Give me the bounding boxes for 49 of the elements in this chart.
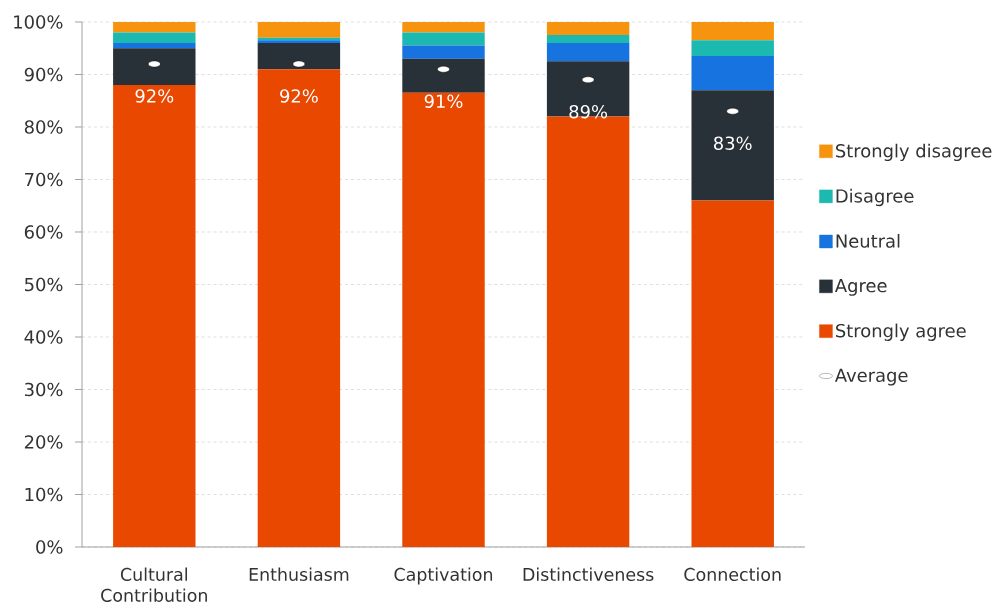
x-tick-label: Cultural Contribution: [101, 567, 207, 602]
bar: [691, 200, 774, 547]
bar: [546, 42, 630, 62]
x-tick-label: Captivation: [394, 567, 493, 585]
bar: [402, 92, 485, 547]
data-label: 89%: [569, 104, 608, 119]
x-tick-label: Connection: [684, 567, 781, 582]
y-tick-label: 70%: [25, 172, 63, 187]
bar: [257, 42, 341, 70]
bar: [546, 61, 630, 117]
y-tick-label: 90%: [24, 67, 63, 82]
y-tick-label: 10%: [25, 487, 63, 502]
bar: [113, 48, 196, 85]
bar: [691, 40, 774, 57]
y-tick-label: 0%: [36, 540, 63, 554]
bar: [691, 56, 774, 91]
bar: [113, 21, 196, 33]
x-tick-label: Distinctiveness: [523, 567, 654, 582]
bar: [402, 58, 485, 93]
y-tick-label: 30%: [24, 382, 63, 397]
bar: [402, 21, 485, 33]
legend-label: Neutral: [836, 233, 900, 248]
data-label: 92%: [280, 89, 318, 103]
bar: [113, 85, 196, 547]
legend-label: Agree: [834, 279, 887, 296]
legend-label: Average: [834, 368, 908, 386]
bar: [113, 32, 196, 43]
y-tick-label: 20%: [24, 435, 63, 449]
y-tick-label: 60%: [24, 225, 63, 239]
data-label: 92%: [135, 89, 174, 103]
bar: [546, 35, 630, 43]
bar: [546, 21, 630, 36]
x-tick-label: Enthusiasm: [249, 567, 349, 582]
legend-label: Disagree: [836, 188, 914, 207]
legend-label: Strongly agree: [836, 323, 966, 341]
bar: [691, 90, 774, 201]
bar: [402, 45, 485, 59]
data-label: 83%: [714, 136, 752, 150]
legend-label: Strongly disagree: [836, 143, 992, 162]
data-label: 91%: [424, 94, 463, 108]
bar: [402, 32, 485, 46]
bar: [113, 42, 196, 49]
y-tick-label: 40%: [24, 330, 63, 344]
bar: [257, 21, 341, 38]
bar: [691, 21, 774, 41]
bar: [257, 69, 341, 547]
y-tick-label: 50%: [25, 277, 63, 292]
y-tick-label: 80%: [24, 120, 63, 134]
y-tick-label: 100%: [14, 15, 63, 29]
